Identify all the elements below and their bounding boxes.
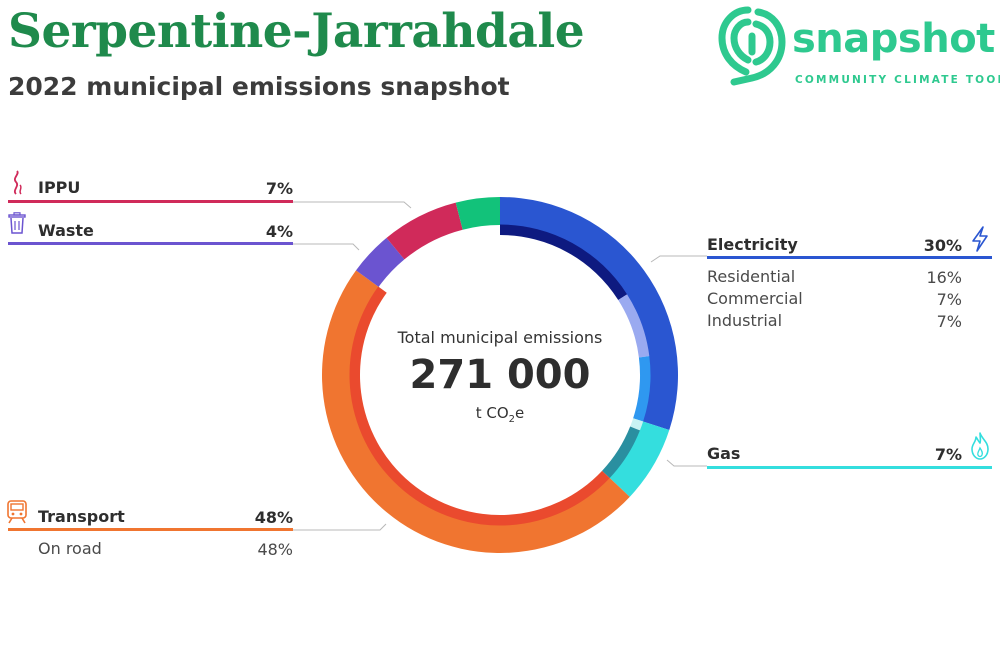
- donut-slice-ippu: [386, 202, 463, 260]
- legend-sub-label-residential: Residential: [707, 267, 796, 286]
- leader-line-electricity: [650, 255, 707, 263]
- page-title: Serpentine-Jarrahdale: [8, 4, 585, 59]
- legend-sub-label-commercial: Commercial: [707, 289, 803, 308]
- legend-sub-value-on-road: 48%: [257, 540, 293, 559]
- leader-line-waste: [293, 243, 360, 251]
- legend-sub-label-on-road: On road: [38, 539, 102, 558]
- donut-slice-electricity: [500, 197, 679, 431]
- donut-slice-gas: [609, 421, 670, 497]
- legend-rule-electricity: [707, 256, 992, 259]
- legend-label-ippu: IPPU: [38, 178, 81, 197]
- unit-suffix: e: [515, 404, 525, 422]
- leader-line-gas: [666, 459, 707, 467]
- flame-icon: [971, 432, 989, 460]
- legend-label-waste: Waste: [38, 221, 94, 240]
- smoke-icon: [13, 170, 22, 195]
- train-icon: [7, 500, 27, 524]
- legend-label-electricity: Electricity: [707, 235, 798, 254]
- legend-label-transport: Transport: [38, 507, 125, 526]
- donut-slice-transport: [321, 270, 630, 554]
- donut-slice-waste: [355, 237, 405, 287]
- snapshot-logo-wordmark: snapshot: [792, 16, 995, 62]
- sector-ring: [321, 197, 679, 554]
- legend-sub-label-industrial: Industrial: [707, 311, 783, 330]
- unit-subscript: 2: [508, 414, 516, 425]
- legend-rule-gas: [707, 466, 992, 469]
- donut-subslice-transport-on-road: [349, 286, 610, 526]
- lightning-icon: [972, 226, 988, 252]
- donut-slice-other-5: [455, 197, 500, 230]
- legend-rule-ippu: [8, 200, 293, 203]
- leader-line-ippu: [293, 201, 412, 209]
- donut-subslice-gas-0: [630, 418, 644, 431]
- trash-can-icon: [8, 212, 26, 234]
- legend-value-gas: 7%: [934, 445, 962, 464]
- page-subtitle: 2022 municipal emissions snapshot: [8, 72, 510, 101]
- total-emissions-label: Total municipal emissions: [397, 328, 603, 347]
- donut-subslice-electricity-industrial: [633, 356, 651, 422]
- unit-prefix: t CO: [475, 404, 509, 422]
- subsector-ring: [349, 224, 651, 526]
- legend-rule-transport: [8, 528, 293, 531]
- snapshot-logo-icon: [718, 6, 786, 86]
- legend-sub-value-residential: 16%: [926, 268, 962, 287]
- total-emissions-value: 271 000: [409, 352, 591, 398]
- legend-label-gas: Gas: [707, 444, 741, 463]
- legend-rule-waste: [8, 242, 293, 245]
- total-emissions-unit: t CO2e: [400, 404, 600, 425]
- donut-subslice-gas-1: [602, 426, 640, 479]
- donut-subslice-electricity-commercial: [618, 294, 650, 358]
- donut-subslice-electricity-residential: [500, 224, 628, 300]
- snapshot-logo-tagline: COMMUNITY CLIMATE TOOL: [795, 74, 1000, 86]
- legend-sub-value-commercial: 7%: [936, 290, 962, 309]
- legend-sub-value-industrial: 7%: [936, 312, 962, 331]
- legend-value-transport: 48%: [254, 508, 293, 527]
- legend-value-ippu: 7%: [265, 179, 293, 198]
- legend-value-waste: 4%: [265, 222, 293, 241]
- legend-value-electricity: 30%: [923, 236, 962, 255]
